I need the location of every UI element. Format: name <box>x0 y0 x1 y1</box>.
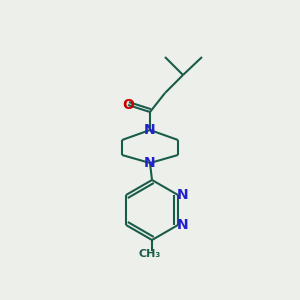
Text: N: N <box>177 188 189 202</box>
Text: N: N <box>177 218 189 232</box>
Text: N: N <box>144 123 156 137</box>
Text: N: N <box>144 156 156 170</box>
Text: CH₃: CH₃ <box>139 249 161 259</box>
Text: O: O <box>122 98 134 112</box>
